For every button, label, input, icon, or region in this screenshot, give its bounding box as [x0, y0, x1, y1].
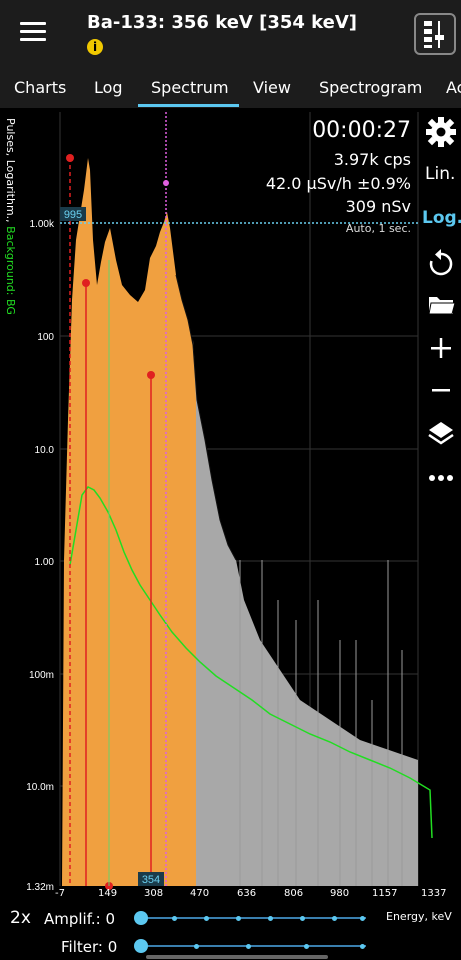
controls-panel-button[interactable]	[414, 13, 456, 55]
x-tick-label: 980	[330, 888, 350, 899]
zoom-in-icon[interactable]	[424, 331, 458, 365]
x-axis: -7 149 308 470 636 806 980 1157 1337	[0, 888, 461, 904]
amplification-slider[interactable]	[134, 910, 366, 926]
tab-spectrogram[interactable]: Spectrogram	[319, 78, 423, 97]
tab-log[interactable]: Log	[94, 78, 123, 97]
spectrum-tail	[193, 340, 418, 886]
cursor-y-box	[60, 207, 86, 221]
gear-icon[interactable]	[424, 115, 458, 149]
y-tick-label: 10.0m	[26, 782, 54, 793]
cursor-x-box	[138, 872, 164, 886]
linear-scale-button[interactable]: Lin.	[425, 164, 456, 184]
mode-readout: Auto, 1 sec.	[345, 222, 411, 235]
cursor-y-value: 995	[64, 209, 82, 221]
x-tick-label: 806	[284, 888, 304, 899]
more-icon[interactable]	[424, 461, 458, 495]
spectrum-chart[interactable]: 1.00k 100 10.0 1.00 100m 10.0m 1.32m 995…	[0, 108, 461, 898]
amplification-label: Amplif.: 0	[44, 910, 116, 928]
dose-rate-readout: 42.0 µSv/h ±0.9%	[265, 174, 411, 193]
y-axis-label-bg: Background: BG	[4, 226, 17, 315]
tab-charts[interactable]: Charts	[14, 78, 67, 97]
filter-slider-thumb[interactable]	[134, 939, 148, 953]
dose-readout: 309 nSv	[345, 197, 411, 216]
y-tick-label: 1.00	[35, 557, 55, 568]
tab-ac[interactable]: Ac	[446, 78, 461, 97]
cursor-lines	[60, 112, 418, 886]
y-tick-label: 1.00k	[30, 219, 55, 230]
cursor-x-value: 354	[142, 874, 160, 886]
y-tick-label: 1.32m	[26, 882, 54, 893]
warning-icon[interactable]: i	[87, 39, 103, 55]
spectrum-outline	[175, 274, 237, 561]
page-title: Ba-133: 356 keV [354 keV]	[87, 12, 358, 33]
filter-label: Filter: 0	[61, 938, 118, 956]
log-scale-button[interactable]: Log.	[422, 208, 461, 228]
tab-view[interactable]: View	[253, 78, 291, 97]
tab-spectrum[interactable]: Spectrum	[151, 78, 229, 97]
amplification-slider-thumb[interactable]	[134, 911, 148, 925]
x-axis-title: Energy, keV	[386, 910, 452, 923]
x-tick-label: 470	[190, 888, 210, 899]
spectrum-fill	[62, 158, 196, 886]
y-axis-label-main: Pulses, Logarithm.,	[4, 118, 17, 227]
tab-bar: Charts Log Spectrum View Spectrogram Ac	[0, 70, 461, 108]
x-tick-label: -7	[55, 888, 65, 899]
sliders-icon	[424, 21, 444, 48]
y-tick-label: 100m	[29, 670, 54, 681]
reset-icon[interactable]	[424, 247, 458, 281]
y-axis-label: Pulses, Logarithm., Background: BG	[3, 118, 19, 458]
x-tick-label: 1157	[372, 888, 398, 899]
count-rate-readout: 3.97k cps	[333, 150, 411, 169]
x-tick-label: 1337	[421, 888, 447, 899]
y-tick-label: 100	[37, 332, 54, 343]
background-trace	[69, 486, 433, 839]
x-tick-label: 308	[144, 888, 164, 899]
layers-icon[interactable]	[424, 417, 458, 451]
y-tick-label: 10.0	[35, 445, 55, 456]
peak-markers	[66, 154, 155, 890]
home-indicator	[146, 955, 328, 959]
folder-icon[interactable]	[424, 288, 458, 322]
menu-icon[interactable]	[20, 22, 46, 44]
zoom-out-icon[interactable]	[424, 373, 458, 407]
filter-slider[interactable]	[134, 938, 366, 954]
active-tab-indicator	[138, 104, 239, 107]
timer-readout: 00:00:27	[312, 118, 411, 143]
app-toolbar	[0, 0, 461, 70]
zoom-factor[interactable]: 2x	[10, 908, 31, 928]
x-tick-label: 149	[98, 888, 118, 899]
x-tick-label: 636	[237, 888, 257, 899]
